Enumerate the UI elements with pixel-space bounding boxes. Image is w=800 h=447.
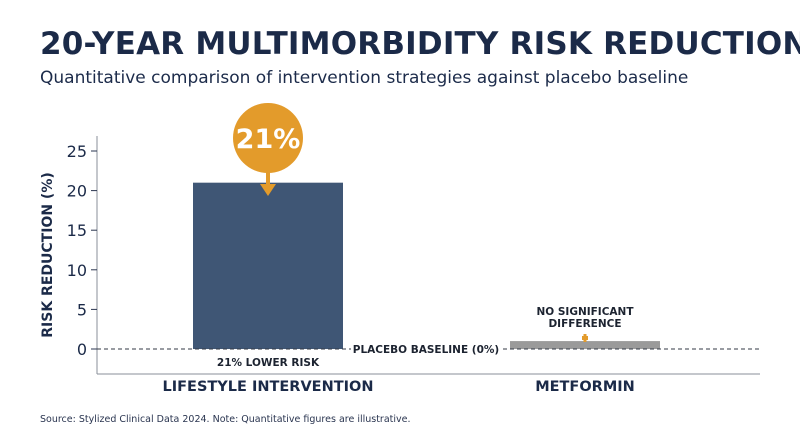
x-category-metformin: METFORMIN (535, 379, 635, 395)
placebo-baseline-label: PLACEBO BASELINE (0%) (353, 344, 499, 356)
bar-metformin (510, 341, 660, 349)
callout-marker-tip (582, 336, 588, 340)
y-tick-label: 0 (77, 340, 87, 359)
chart-title: 20-YEAR MULTIMORBIDITY RISK REDUCTION (40, 26, 800, 62)
callout-no-significant-difference-line: NO SIGNIFICANT (536, 306, 634, 318)
baseline-label-background (351, 340, 501, 357)
y-tick-label: 25 (67, 142, 87, 161)
bar-lifestyle-intervention (193, 182, 343, 349)
y-tick-label: 15 (67, 221, 87, 240)
callout-arrow-head (260, 184, 276, 196)
x-category-lifestyle-intervention: LIFESTYLE INTERVENTION (163, 379, 374, 395)
y-axis-label: RISK REDUCTION (%) (40, 172, 56, 337)
bar-label-lifestyle: 21% LOWER RISK (217, 357, 320, 369)
chart-subtitle: Quantitative comparison of intervention … (40, 68, 689, 88)
y-tick-label: 20 (67, 182, 87, 201)
y-tick-label: 10 (67, 261, 87, 280)
callout-no-significant-difference-line: DIFFERENCE (548, 318, 621, 330)
source-note: Source: Stylized Clinical Data 2024. Not… (40, 414, 411, 425)
callout-circle-21 (233, 103, 303, 173)
callout-value-21: 21% (236, 124, 301, 155)
y-tick-label: 5 (77, 300, 87, 319)
